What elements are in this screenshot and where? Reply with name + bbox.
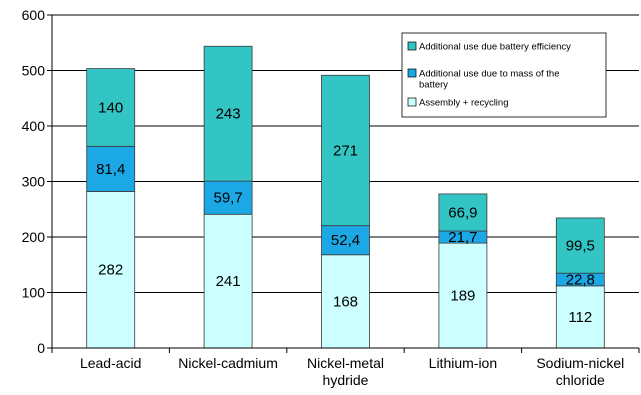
x-tick-label: hydride: [323, 372, 369, 388]
bar-segment: [203, 180, 253, 215]
data-label: 168: [333, 293, 358, 310]
data-label: 271: [333, 142, 358, 159]
bars: 282 81,4 140 241 59,7 243 168 52,4 271 189 21,7 66,…: [86, 45, 605, 349]
x-tick-label: Lead-acid: [80, 355, 142, 371]
data-label: 282: [98, 262, 123, 279]
data-label: 99,5: [566, 238, 595, 255]
legend-swatch: [407, 97, 417, 107]
x-tick-label: Sodium-nickel: [536, 355, 624, 371]
bar-segment: [555, 217, 605, 274]
y-tick-label: 0: [37, 340, 45, 356]
y-tick-label: 500: [22, 63, 46, 79]
bar-segment: [555, 285, 605, 349]
x-tick-label: Nickel-cadmium: [178, 355, 278, 371]
x-tick-label: chloride: [556, 372, 605, 388]
bar-segment: [321, 254, 370, 349]
data-label: 21,7: [448, 229, 477, 246]
data-label: 66,9: [448, 204, 477, 221]
legend-label: Additional use due to mass of the: [419, 69, 559, 80]
bar-segment: [438, 193, 488, 232]
y-tick-label: 100: [22, 285, 46, 301]
bar-segment: [321, 74, 370, 227]
data-label: 243: [216, 106, 241, 123]
x-axis: Lead-acid Nickel-cadmium Nickel-metalhydri…: [51, 347, 640, 388]
y-axis: 0 100 200 300 400 500 600: [22, 7, 53, 356]
bar-segment: [438, 242, 488, 349]
legend-swatch: [407, 41, 417, 51]
x-tick-label: Lithium-ion: [429, 355, 497, 371]
data-label: 189: [450, 288, 475, 305]
data-label: 140: [98, 99, 123, 116]
legend-swatch: [407, 68, 417, 78]
legend-label: Additional use due battery efficiency: [419, 42, 571, 53]
data-label: 112: [568, 309, 592, 326]
bar-segment: [203, 45, 253, 182]
bar-segment: [86, 191, 136, 349]
data-label: 22,8: [566, 272, 595, 289]
legend-label: battery: [419, 80, 448, 91]
y-tick-label: 400: [22, 118, 46, 134]
bar-segment: [86, 68, 136, 147]
bar-segment: [86, 145, 136, 192]
data-label: 52,4: [331, 232, 360, 249]
y-tick-label: 300: [22, 174, 46, 190]
data-label: 81,4: [96, 161, 125, 178]
data-label: 59,7: [213, 190, 242, 207]
legend: Additional use due battery efficiency Add…: [401, 32, 607, 118]
y-tick-label: 200: [22, 229, 46, 245]
legend-box: [401, 32, 607, 118]
y-tick-label: 600: [22, 7, 46, 23]
bar-segment: [321, 225, 370, 256]
legend-label: Assembly + recycling: [419, 98, 509, 109]
bar-segment: [203, 213, 253, 349]
data-label: 241: [216, 273, 241, 290]
x-tick-label: Nickel-metal: [307, 355, 384, 371]
